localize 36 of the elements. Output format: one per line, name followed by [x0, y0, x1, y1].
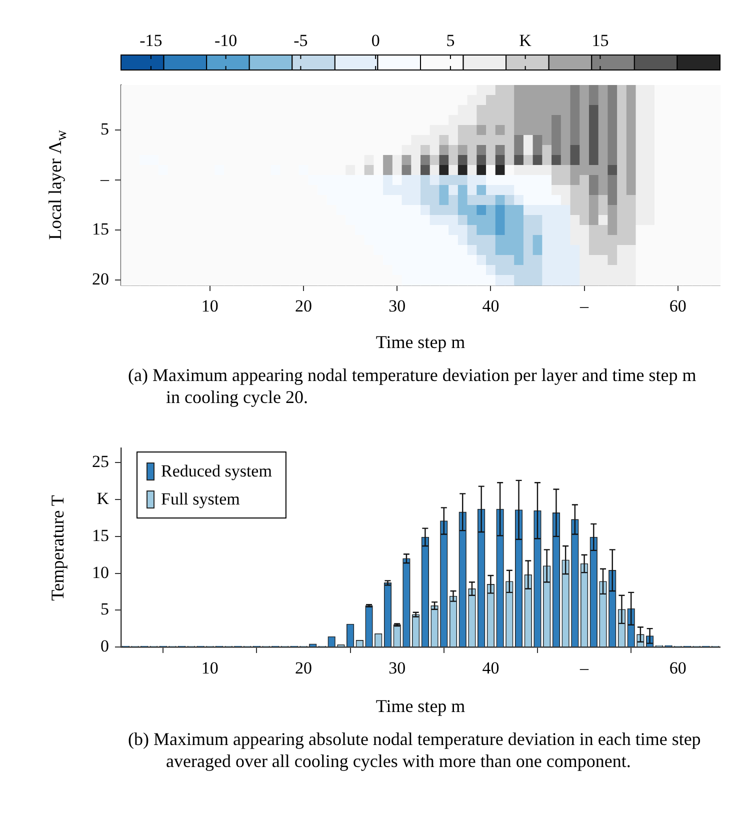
x-tick-label: 10 [201, 296, 218, 316]
y-tick-label: 15 [92, 219, 109, 238]
x-tick-label: 20 [295, 658, 312, 678]
color-bar-label: -15 [140, 30, 162, 50]
x-tick-label: – [579, 658, 590, 678]
x-tick-label: 20 [295, 296, 312, 316]
y-tick-label: K [96, 489, 110, 508]
x-tick-label: 30 [388, 296, 406, 316]
color-bar-label: -10 [214, 30, 238, 50]
x-tick-label: 40 [482, 658, 500, 678]
x-tick-label: 10 [201, 658, 218, 678]
y-tick-label: – [100, 169, 110, 188]
x-axis-title: Time step m [376, 696, 466, 716]
x-axis-title: Time step m [376, 332, 466, 352]
y-tick-label: 15 [92, 526, 109, 545]
y-tick-label: 25 [92, 452, 109, 472]
x-tick-label: 60 [669, 296, 686, 316]
color-bar-label: 5 [446, 30, 455, 50]
y-tick-label: 5 [100, 600, 109, 619]
x-tick-label: 40 [482, 296, 500, 316]
color-bar-label: 0 [371, 30, 380, 50]
text: (a) Maximum appearing nodal temperature deviation per layer and time step m in cooling cycle 20. [128, 364, 698, 408]
x-tick-label: 30 [388, 658, 406, 678]
legend-label: Reduced system [161, 461, 272, 480]
text: (b) Maximum appearing absolute nodal temperature deviation in each time step averaged over all cooling cycles with more than one component. [128, 728, 702, 772]
y-tick-label: 5 [100, 119, 109, 138]
legend-label: Full system [161, 489, 240, 508]
color-bar-label: -5 [294, 30, 308, 50]
y-tick-label: 20 [92, 269, 109, 288]
color-bar-label: K [519, 30, 532, 50]
y-axis-title: Temperature T [48, 494, 68, 600]
y-tick-label: 0 [100, 636, 109, 656]
y-tick-label: 10 [92, 562, 109, 582]
x-tick-label: 60 [669, 658, 686, 678]
x-tick-label: – [579, 296, 590, 316]
color-bar-label: 15 [592, 30, 609, 50]
